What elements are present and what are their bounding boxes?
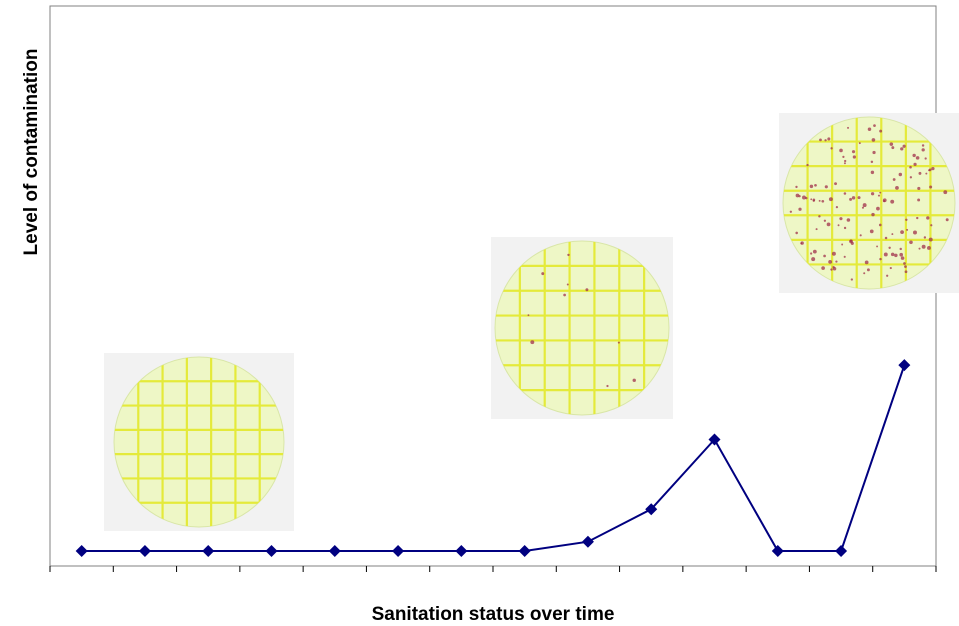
data-point: [202, 545, 215, 557]
data-point: [645, 503, 658, 516]
petri-dish-clean-icon: [104, 353, 294, 531]
data-point: [581, 535, 594, 548]
petri-dish-few-colonies-icon: [491, 237, 673, 419]
series-group: [75, 359, 911, 557]
y-axis-title: Level of contamination: [21, 49, 42, 256]
data-point: [708, 433, 721, 446]
data-point: [898, 359, 911, 372]
data-point: [328, 545, 341, 557]
petri-dish-images: [104, 113, 959, 531]
x-axis-title: Sanitation status over time: [372, 604, 615, 625]
data-point: [392, 545, 405, 557]
data-point: [455, 545, 468, 557]
data-point: [518, 545, 531, 557]
data-point: [265, 545, 278, 557]
petri-dish-many-colonies-icon: [779, 113, 959, 293]
data-point: [771, 545, 784, 557]
series-line: [81, 364, 906, 552]
data-point: [138, 545, 151, 557]
data-point: [75, 545, 88, 557]
data-point: [835, 545, 848, 557]
x-axis-ticks: [49, 566, 937, 572]
